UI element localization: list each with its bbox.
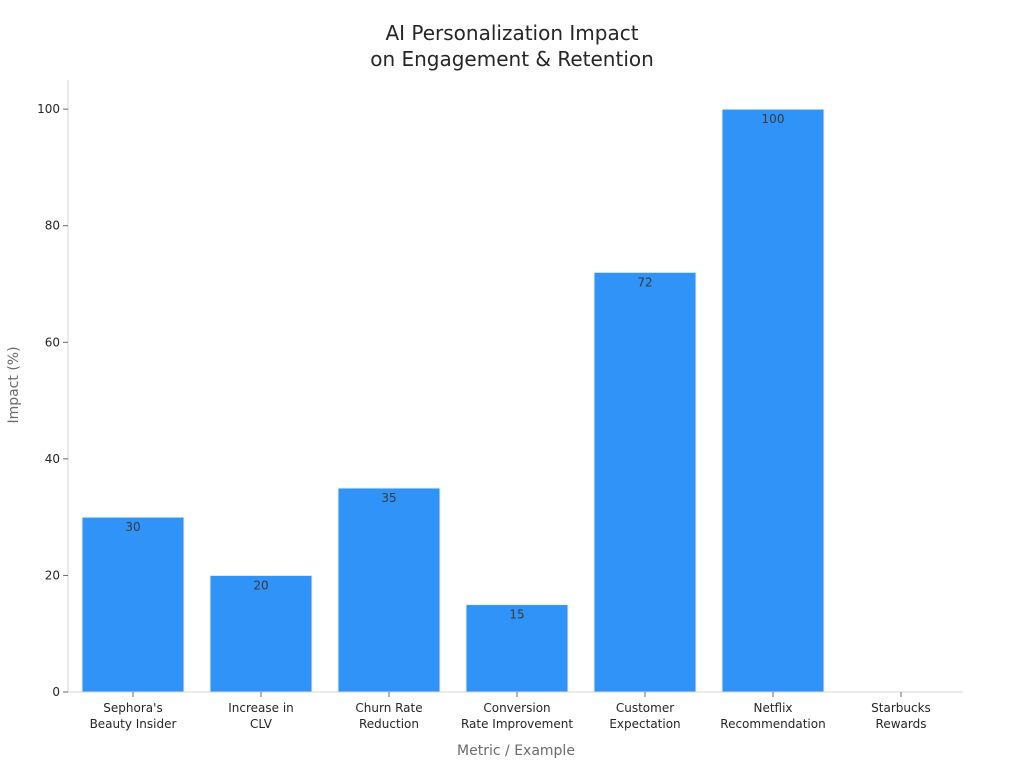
bar: [465, 604, 569, 693]
data-label: 20: [253, 578, 268, 592]
chart-title-line-2: on Engagement & Retention: [370, 47, 654, 71]
x-tick-label: Expectation: [609, 717, 680, 731]
x-axis: Sephora's Beauty Insider Increase in CLV Chu…: [68, 691, 963, 731]
bar: [593, 271, 697, 693]
chart-title-line-1: AI Personalization Impact: [385, 21, 638, 45]
x-tick-label: Increase in: [228, 701, 294, 715]
y-axis: 0 20 40 60 80 100: [37, 80, 69, 699]
x-axis-title: Metric / Example: [457, 743, 575, 759]
bars: 30 20 35 15 72 100: [81, 108, 825, 693]
bar: [209, 574, 313, 693]
x-tick-label: Sephora's: [103, 701, 162, 715]
data-label: 100: [762, 112, 785, 126]
bar: [337, 487, 441, 693]
data-label: 30: [125, 520, 140, 534]
y-tick-label: 40: [45, 452, 60, 466]
y-axis-title: Impact (%): [6, 346, 22, 423]
bar: [721, 108, 825, 693]
y-tick-label: 80: [45, 219, 60, 233]
x-tick-label: Starbucks: [871, 701, 931, 715]
x-tick-label: Rewards: [876, 717, 927, 731]
x-tick-label: Netflix: [753, 701, 792, 715]
x-tick-label: Reduction: [359, 717, 419, 731]
y-tick-label: 60: [45, 335, 60, 349]
x-tick-label: Beauty Insider: [90, 717, 177, 731]
data-label: 72: [637, 275, 652, 289]
data-label: 15: [509, 608, 524, 622]
x-tick-label: Churn Rate: [355, 701, 422, 715]
bar: [81, 516, 185, 693]
data-label: 35: [381, 491, 396, 505]
x-tick-label: Conversion: [483, 701, 550, 715]
x-tick-label: Customer: [616, 701, 674, 715]
x-tick-label: CLV: [250, 717, 273, 731]
x-tick-label: Rate Improvement: [461, 717, 573, 731]
y-tick-label: 0: [52, 685, 60, 699]
x-tick-label: Recommendation: [720, 717, 825, 731]
y-tick-label: 100: [37, 102, 60, 116]
y-tick-label: 20: [45, 568, 60, 582]
